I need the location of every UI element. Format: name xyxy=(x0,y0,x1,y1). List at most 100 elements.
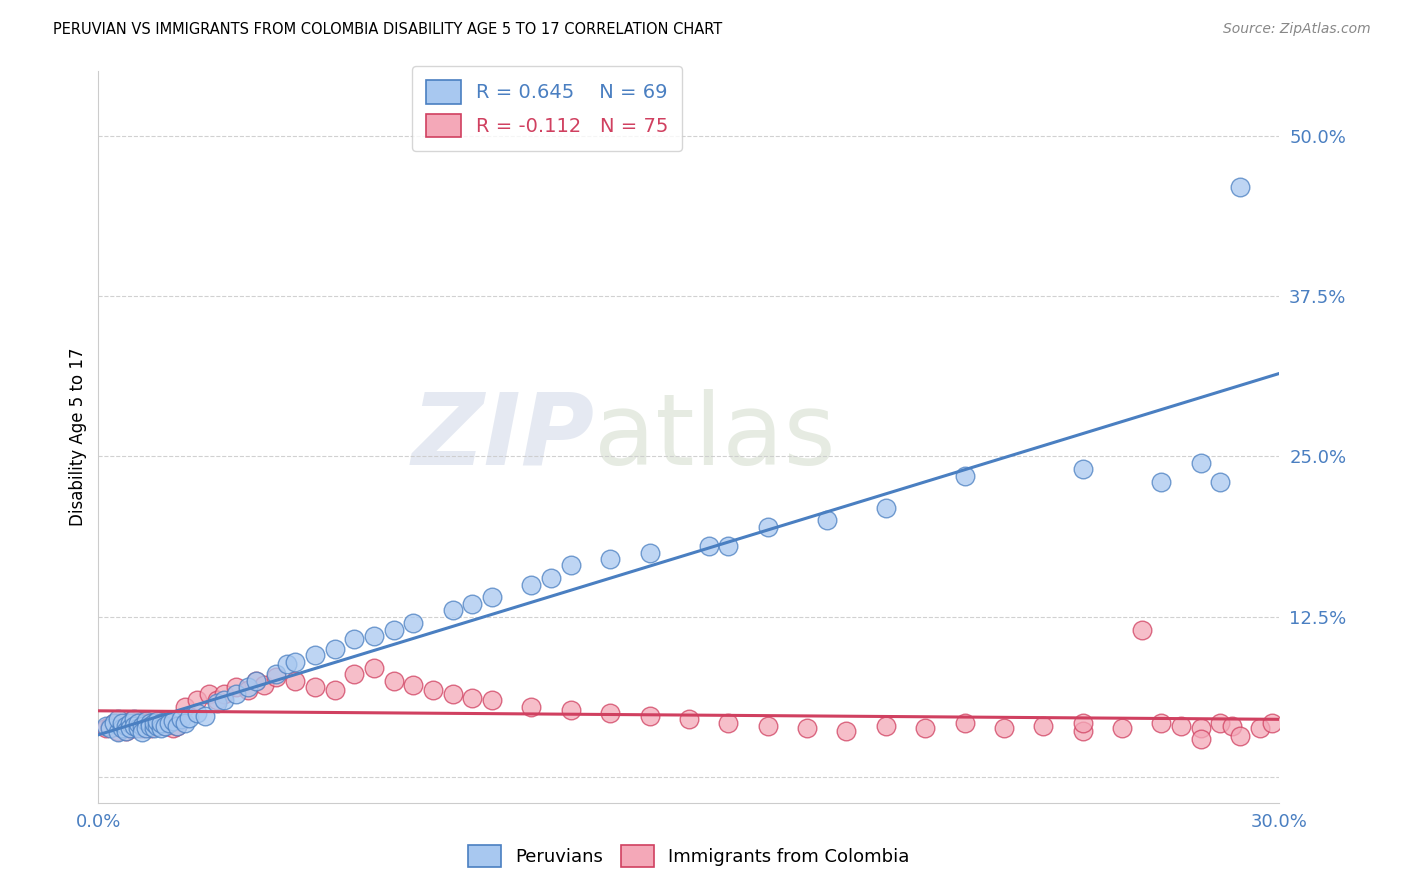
Point xyxy=(402,678,425,692)
Point xyxy=(1150,475,1173,489)
Point xyxy=(205,696,228,710)
Point xyxy=(166,719,188,733)
Point xyxy=(953,716,976,731)
Point xyxy=(441,687,464,701)
Point xyxy=(520,577,543,591)
Point xyxy=(363,661,385,675)
Point xyxy=(135,714,157,728)
Point xyxy=(118,722,141,736)
Point xyxy=(155,719,177,733)
Point xyxy=(717,539,740,553)
Point xyxy=(111,722,134,736)
Point xyxy=(815,514,838,528)
Point xyxy=(142,722,165,736)
Point xyxy=(225,681,247,695)
Point xyxy=(131,722,153,736)
Point xyxy=(96,719,118,733)
Point xyxy=(1032,719,1054,733)
Point xyxy=(197,687,219,701)
Point xyxy=(115,723,138,738)
Point xyxy=(697,539,720,553)
Point xyxy=(96,722,118,736)
Point xyxy=(135,716,157,731)
Point xyxy=(1189,722,1212,736)
Point xyxy=(150,722,173,736)
Point xyxy=(245,673,267,688)
Point xyxy=(122,712,145,726)
Point xyxy=(284,673,307,688)
Point xyxy=(111,722,134,736)
Point xyxy=(138,719,160,733)
Point xyxy=(1189,456,1212,470)
Point xyxy=(461,690,484,705)
Point xyxy=(1220,719,1243,733)
Point xyxy=(118,716,141,731)
Point xyxy=(1111,722,1133,736)
Point xyxy=(796,722,818,736)
Point xyxy=(1071,716,1094,731)
Legend: Peruvians, Immigrants from Colombia: Peruvians, Immigrants from Colombia xyxy=(461,838,917,874)
Point xyxy=(1071,462,1094,476)
Point xyxy=(122,722,145,736)
Point xyxy=(194,708,217,723)
Point xyxy=(142,716,165,731)
Point xyxy=(343,667,366,681)
Point xyxy=(174,699,197,714)
Point xyxy=(304,648,326,663)
Point xyxy=(284,655,307,669)
Point xyxy=(131,714,153,728)
Point xyxy=(1170,719,1192,733)
Point xyxy=(323,641,346,656)
Point xyxy=(142,716,165,731)
Point xyxy=(115,723,138,738)
Point xyxy=(214,693,236,707)
Point xyxy=(131,725,153,739)
Point xyxy=(157,716,180,731)
Point xyxy=(638,708,661,723)
Point xyxy=(155,719,177,733)
Point xyxy=(146,719,169,733)
Point xyxy=(127,719,149,733)
Point xyxy=(717,716,740,731)
Point xyxy=(835,723,858,738)
Point xyxy=(756,520,779,534)
Point xyxy=(1229,179,1251,194)
Point xyxy=(540,571,562,585)
Point xyxy=(118,714,141,728)
Point xyxy=(422,682,444,697)
Point xyxy=(115,716,138,731)
Point xyxy=(1150,716,1173,731)
Point xyxy=(638,545,661,559)
Point xyxy=(1189,731,1212,746)
Point xyxy=(127,722,149,736)
Point xyxy=(135,722,157,736)
Point xyxy=(162,722,184,736)
Point xyxy=(953,468,976,483)
Point xyxy=(225,687,247,701)
Point xyxy=(166,719,188,733)
Point xyxy=(186,706,208,720)
Point xyxy=(111,716,134,731)
Point xyxy=(107,725,129,739)
Point xyxy=(150,716,173,731)
Point xyxy=(481,693,503,707)
Point xyxy=(245,673,267,688)
Point xyxy=(98,722,121,736)
Point xyxy=(138,722,160,736)
Point xyxy=(122,719,145,733)
Point xyxy=(107,712,129,726)
Point xyxy=(560,703,582,717)
Point xyxy=(560,558,582,573)
Point xyxy=(111,719,134,733)
Point xyxy=(1130,623,1153,637)
Point xyxy=(150,714,173,728)
Text: Source: ZipAtlas.com: Source: ZipAtlas.com xyxy=(1223,22,1371,37)
Point xyxy=(205,693,228,707)
Y-axis label: Disability Age 5 to 17: Disability Age 5 to 17 xyxy=(69,348,87,526)
Point xyxy=(264,667,287,681)
Point xyxy=(186,693,208,707)
Point xyxy=(441,603,464,617)
Point xyxy=(343,632,366,646)
Point xyxy=(993,722,1015,736)
Point xyxy=(264,670,287,684)
